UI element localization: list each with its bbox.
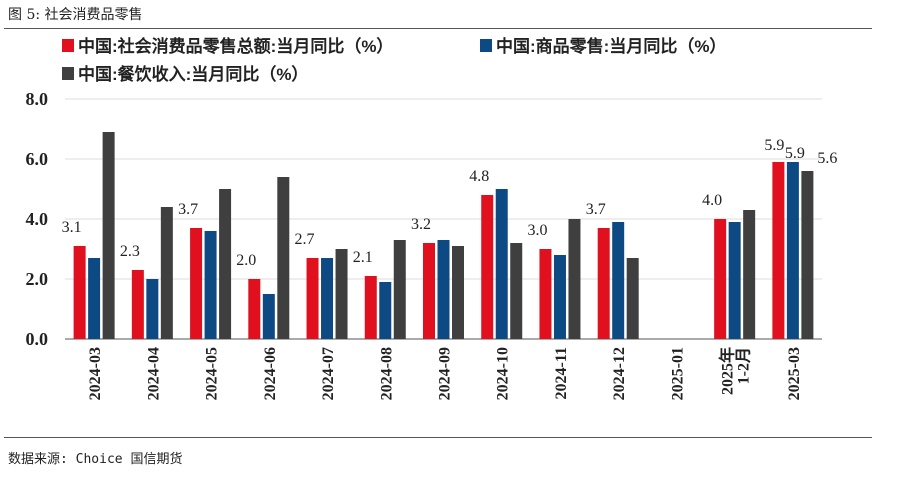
data-label: 3.7 (178, 201, 198, 218)
bar-series0-7 (481, 195, 494, 339)
top-rule (4, 28, 872, 29)
x-tick-label: 2025-01 (669, 347, 686, 400)
x-tick-text: 2024-03 (87, 347, 104, 400)
bar-series1-12 (786, 162, 799, 339)
bar-series0-2 (190, 228, 203, 339)
bar-series1-9 (612, 222, 625, 339)
bar-series2-3 (277, 177, 290, 339)
bar-series0-4 (306, 258, 319, 339)
bar-series2-6 (452, 246, 464, 339)
legend-swatch-2 (62, 67, 74, 80)
x-tick-label: 2024-05 (204, 347, 221, 400)
bar-series1-11 (728, 222, 741, 339)
data-label: 5.9 (785, 145, 805, 162)
bar-series0-5 (364, 276, 377, 339)
bar-series1-1 (146, 279, 159, 339)
bar-series1-2 (204, 231, 217, 339)
legend-swatch-1 (480, 39, 492, 52)
x-tick-text: 2025-01 (669, 347, 686, 400)
data-label: 3.2 (411, 216, 431, 233)
x-tick-label: 2025-03 (786, 347, 803, 400)
legend-label-1: 中国:商品零售:当月同比（%） (496, 36, 726, 56)
x-tick-text: 2024-12 (611, 347, 628, 400)
bar-series1-5 (379, 282, 392, 339)
x-tick-label: 2025年 1-2月 (718, 347, 753, 395)
data-label: 2.1 (353, 249, 373, 266)
bar-series1-3 (262, 294, 275, 339)
bar-series1-8 (553, 255, 566, 339)
bar-series2-2 (219, 189, 232, 339)
x-tick-text: 2025年 (718, 347, 737, 395)
y-tick-label: 0.0 (26, 329, 49, 349)
x-tick-text: 2024-07 (320, 347, 337, 400)
legend-label-0: 中国:社会消费品零售总额:当月同比（%） (78, 36, 393, 56)
bar-series2-4 (335, 249, 348, 339)
bar-series0-3 (248, 279, 261, 339)
bar-series1-4 (321, 258, 334, 339)
x-tick-label: 2024-07 (320, 347, 337, 400)
data-label: 2.7 (295, 231, 315, 248)
x-tick-text: 1-2月 (735, 347, 753, 384)
bars (73, 132, 814, 339)
bar-series2-12 (801, 171, 814, 339)
x-tick-label: 2024-11 (553, 347, 570, 399)
x-tick-text: 2024-06 (262, 347, 279, 400)
bar-series0-6 (423, 243, 435, 339)
bar-chart: 中国:社会消费品零售总额:当月同比（%） 中国:商品零售:当月同比（%） 中国:餐饮… (26, 36, 838, 400)
y-tick-label: 4.0 (26, 209, 49, 229)
data-labels: 3.1 2.3 3.7 2.0 2.7 2.1 3.2 4.8 3.0 3.7 4.0 5.9 5.9 5… (62, 137, 838, 269)
bar-series0-12 (772, 162, 785, 339)
x-tick-label: 2024-06 (262, 347, 279, 400)
legend: 中国:社会消费品零售总额:当月同比（%） 中国:商品零售:当月同比（%） 中国:餐饮… (62, 36, 726, 84)
bar-series0-1 (131, 270, 144, 339)
bar-series2-0 (102, 132, 115, 339)
data-label: 3.1 (62, 219, 82, 236)
y-tick-label: 2.0 (26, 269, 49, 289)
x-tick-text: 2025-03 (786, 347, 803, 400)
x-tick-label: 2024-08 (378, 347, 395, 400)
data-label: 4.8 (469, 168, 489, 185)
data-label: 2.3 (120, 243, 140, 260)
x-tick-text: 2024-11 (553, 347, 570, 399)
bottom-rule (4, 437, 872, 438)
data-label: 3.0 (527, 222, 547, 239)
bar-series2-5 (393, 240, 406, 339)
bar-series2-11 (743, 210, 756, 339)
x-tick-text: 2024-09 (437, 347, 454, 400)
data-label: 5.6 (817, 150, 837, 167)
x-tick-label: 2024-04 (145, 347, 162, 400)
bar-series2-8 (568, 219, 581, 339)
x-tick-text: 2024-04 (145, 347, 162, 400)
bar-series0-9 (597, 228, 610, 339)
bar-series0-0 (73, 246, 86, 339)
bar-series0-8 (539, 249, 552, 339)
data-label: 3.7 (586, 201, 606, 218)
legend-swatch-0 (62, 39, 74, 52)
figure-title: 图 5: 社会消费品零售 (8, 7, 143, 23)
legend-label-2: 中国:餐饮收入:当月同比（%） (78, 64, 308, 84)
y-tick-label: 6.0 (26, 149, 49, 169)
data-label: 4.0 (702, 192, 722, 209)
bar-series1-6 (437, 240, 450, 339)
x-tick-label: 2024-10 (495, 347, 512, 400)
bar-series1-7 (495, 189, 508, 339)
bar-series2-7 (510, 243, 523, 339)
x-axis: 2024-03 2024-04 2024-05 2024-06 2024-07 2024-… (87, 347, 803, 400)
y-tick-label: 8.0 (26, 89, 49, 109)
x-tick-text: 2024-08 (378, 347, 395, 400)
x-tick-text: 2024-05 (204, 347, 221, 400)
bar-series0-11 (714, 219, 727, 339)
bar-series2-9 (626, 258, 639, 339)
data-label: 5.9 (764, 137, 784, 154)
data-label: 2.0 (236, 252, 256, 269)
source-note: 数据来源: Choice 国信期货 (8, 452, 183, 467)
x-tick-text: 2024-10 (495, 347, 512, 400)
bar-series1-0 (88, 258, 101, 339)
x-tick-label: 2024-09 (437, 347, 454, 400)
x-tick-label: 2024-03 (87, 347, 104, 400)
bar-series2-1 (160, 207, 173, 339)
x-tick-label: 2024-12 (611, 347, 628, 400)
